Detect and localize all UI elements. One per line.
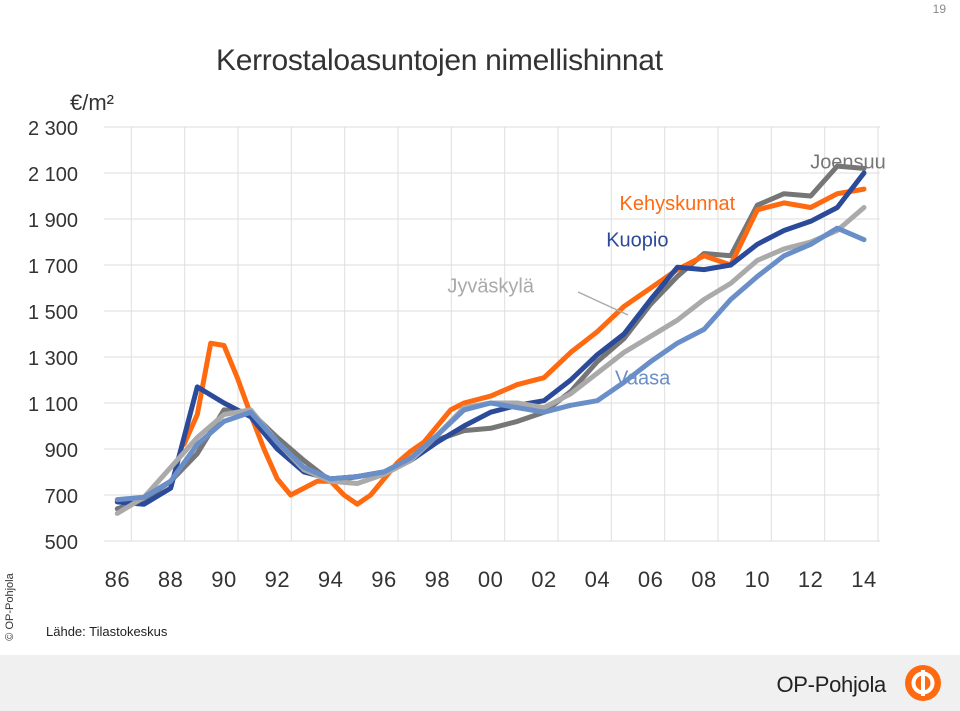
y-tick-label: 1 500	[28, 302, 78, 324]
price-line-chart: 2 300 2 100 1 900 1 700 1 500 1 300 1 100 900 70…	[28, 118, 886, 592]
x-tick-label: 98	[425, 567, 450, 592]
x-axis-ticks: 86 88 90 92 94 96 98 00 02 04 06 08 10 12 14	[105, 567, 877, 592]
x-tick-label: 00	[478, 567, 503, 592]
y-tick-label: 500	[45, 532, 78, 554]
x-tick-label: 02	[531, 567, 556, 592]
y-axis-ticks: 2 300 2 100 1 900 1 700 1 500 1 300 1 100 900 70…	[28, 118, 78, 554]
x-tick-label: 06	[638, 567, 663, 592]
series-label-kuopio: Kuopio	[606, 230, 668, 252]
y-tick-label: 700	[45, 486, 78, 508]
grid-lines	[104, 126, 880, 542]
x-tick-label: 94	[318, 567, 343, 592]
series-label-vaasa: Vaasa	[615, 368, 671, 390]
x-tick-label: 92	[265, 567, 290, 592]
x-tick-label: 96	[371, 567, 396, 592]
y-tick-label: 1 300	[28, 348, 78, 370]
x-tick-label: 04	[585, 567, 610, 592]
x-tick-label: 90	[211, 567, 236, 592]
x-tick-label: 88	[158, 567, 183, 592]
series-label-jyvaskyla: Jyväskylä	[447, 276, 535, 298]
y-tick-label: 900	[45, 440, 78, 462]
jyvaskyla-leader-line	[577, 291, 629, 316]
y-tick-label: 1 700	[28, 256, 78, 278]
y-tick-label: 1 900	[28, 210, 78, 232]
x-tick-label: 10	[745, 567, 770, 592]
unit-label: €/m²	[70, 90, 114, 115]
x-tick-label: 14	[851, 567, 876, 592]
chart-title: Kerrostaloasuntojen nimellishinnat	[216, 44, 663, 77]
series-label-kehyskunnat: Kehyskunnat	[620, 193, 736, 215]
x-tick-label: 08	[691, 567, 716, 592]
copyright-text: © OP-Pohjola	[4, 573, 16, 641]
op-logo-icon	[905, 665, 941, 701]
brand-name: OP-Pohjola	[776, 672, 886, 697]
x-tick-label: 12	[798, 567, 823, 592]
series-line-vaasa	[114, 225, 867, 503]
y-tick-label: 2 100	[28, 164, 78, 186]
series-line-kehyskunnat	[181, 186, 867, 507]
y-tick-label: 2 300	[28, 118, 78, 140]
y-tick-label: 1 100	[28, 394, 78, 416]
series-label-joensuu: Joensuu	[810, 151, 886, 173]
series-lines	[114, 163, 867, 516]
source-label: Lähde: Tilastokeskus	[46, 624, 168, 639]
page-number: 19	[932, 2, 946, 16]
series-labels: Joensuu Kehyskunnat Kuopio Jyväskylä Vaasa	[447, 151, 885, 389]
footer-bar: OP-Pohjola	[0, 655, 960, 711]
x-tick-label: 86	[105, 567, 130, 592]
